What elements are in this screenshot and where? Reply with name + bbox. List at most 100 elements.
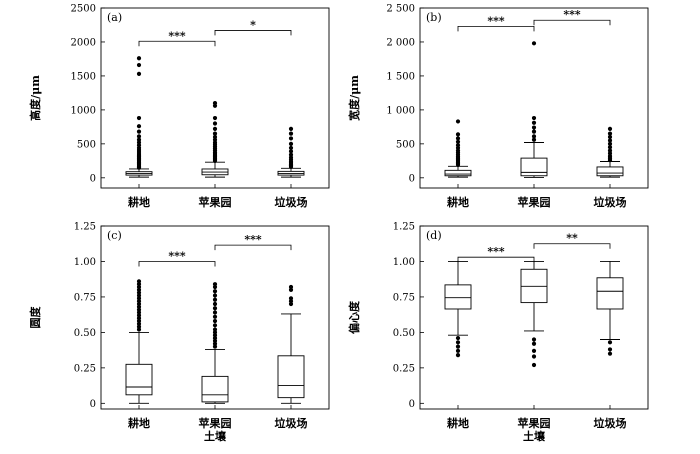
significance-label: ** [566,232,578,245]
y-tick-label: 1 000 [386,105,415,116]
box-1 [125,56,153,178]
bracket-line [457,25,535,32]
y-axis-title: 圆度 [28,306,42,329]
bracket-line [533,243,611,249]
y-axis-title: 偏心度 [347,300,361,334]
outlier-point [607,340,613,345]
x-category-label: 垃圾场 [275,416,308,430]
significance-label: *** [487,14,505,27]
x-axis-title: 土壤 [204,429,227,443]
box-2 [520,41,548,178]
outlier-point [212,293,218,298]
outlier-point [607,141,613,146]
outlier-point [531,41,537,46]
y-tick-label: 500 [77,139,96,150]
outlier-point [455,348,461,353]
box-3 [596,261,624,356]
box-iqr [596,277,624,310]
outlier-point [212,301,218,307]
y-tick-label: 0.50 [74,328,96,339]
x-category-label: 耕地 [447,416,469,430]
y-tick-label: 1.00 [74,257,96,268]
y-tick-label: 0.75 [74,292,96,303]
outlier-point [607,138,613,143]
bracket-line [214,244,292,251]
outlier-point [136,137,142,142]
panel-label: (c) [107,229,122,242]
outlier-point [607,126,613,132]
significance-label: *** [168,29,186,42]
outlier-point [455,335,461,341]
bracket-line [533,19,611,26]
outlier-point [531,137,537,142]
x-category-label: 耕地 [128,416,150,430]
outlier-point [136,129,142,134]
significance-bracket: * [214,18,292,36]
bracket-line [138,40,216,47]
outlier-point [531,129,537,134]
outlier-point [136,124,142,129]
outlier-point [288,131,294,136]
y-tick-label: 2000 [71,37,96,48]
box-3 [277,284,305,404]
x-category-label: 垃圾场 [275,195,308,209]
outlier-point [212,121,218,126]
outlier-point [531,120,537,125]
y-tick-label: 0.25 [393,363,415,374]
box-1 [444,119,472,178]
box-iqr [444,169,472,177]
box-iqr [444,284,472,310]
x-category-label: 苹果园 [518,195,551,209]
outlier-point [607,148,613,153]
outlier-point [288,284,294,290]
outlier-point [212,131,218,136]
panel-label: (a) [107,11,122,24]
y-tick-label: 0 [409,399,415,410]
x-category-label: 耕地 [128,195,150,209]
outlier-point [455,352,461,358]
box-3 [596,126,624,178]
outlier-point [455,132,461,137]
significance-label: *** [168,249,186,262]
outlier-point [288,149,294,154]
outlier-point [288,136,294,141]
outlier-point [455,340,461,345]
outlier-point [212,318,218,324]
outlier-point [136,56,142,61]
box-1 [444,261,472,358]
y-tick-label: 0.25 [74,363,96,374]
outlier-point [607,145,613,150]
y-axis-title: 高度/μm [28,75,42,121]
outlier-point [607,347,613,352]
panel-label: (b) [426,11,442,24]
outlier-point [531,362,537,368]
outlier-point [455,143,461,148]
outlier-point [531,354,537,359]
outlier-point [212,314,218,319]
y-tick-label: 0.75 [393,292,415,303]
y-tick-label: 1500 [71,71,96,82]
bracket-line [214,30,292,36]
y-tick-label: 2500 [71,4,96,15]
outlier-point [212,282,218,287]
significance-bracket: *** [457,14,535,32]
outlier-point [136,71,142,76]
box-iqr [520,157,548,177]
outlier-point [455,139,461,144]
outlier-point [212,100,218,106]
y-tick-label: 500 [396,139,415,150]
significance-label: *** [563,8,581,21]
x-category-label: 耕地 [447,195,469,209]
outlier-point [531,341,537,346]
box-iqr [596,166,624,177]
significance-bracket: *** [457,245,535,263]
y-tick-label: 2 500 [386,4,415,15]
chart-panel-2: 0 500 1 000 1 500 2 000 2 500 耕地 苹果园 垃圾场 (b) 宽度/μm… [347,4,649,209]
outlier-point [212,297,218,302]
y-tick-label: 0 [409,173,415,184]
significance-bracket: *** [533,8,611,26]
outlier-point [531,348,537,353]
y-tick-label: 1.25 [74,222,96,233]
outlier-point [212,327,218,332]
